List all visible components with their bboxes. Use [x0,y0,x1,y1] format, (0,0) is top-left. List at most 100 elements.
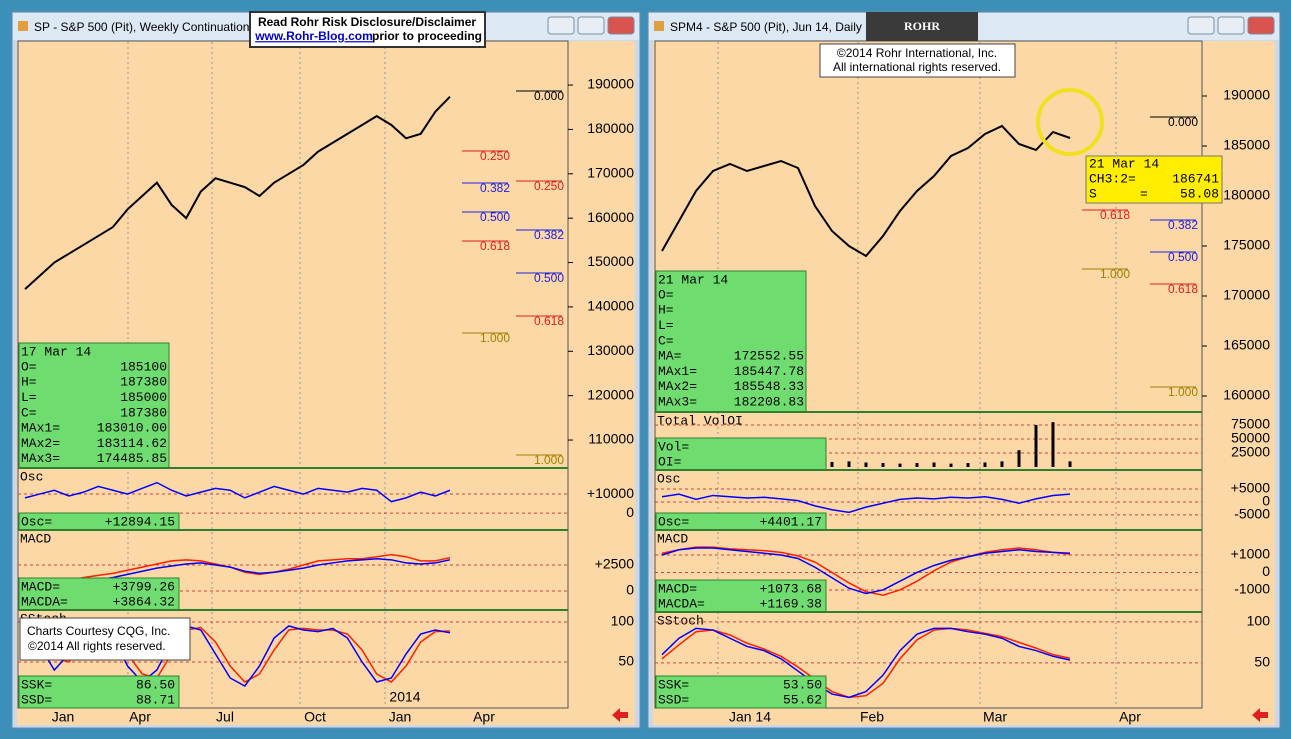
info-field: MAx1= [21,421,60,436]
time-label: Jan [389,709,412,725]
readout-box [18,675,180,709]
window-title: SP - S&P 500 (Pit), Weekly Continuation [34,20,249,34]
highlight-circle [1036,88,1104,156]
disclaimer-link[interactable]: www.Rohr-Blog.com [254,29,373,43]
price-tick-label: 160000 [587,209,634,225]
info-field: MAx3= [21,451,60,466]
fib-label: 0.250 [534,179,564,193]
info-field: MAx2= [658,379,697,394]
readout-field: Osc= [658,514,689,529]
info-field: MAx2= [21,436,60,451]
info-field: C= [21,405,37,420]
volume-bar [881,463,885,467]
cursor-field: 58.08 [1180,186,1219,201]
volume-bar [864,462,868,467]
window-button[interactable] [1187,16,1215,35]
copyright-box [819,43,1016,78]
volume-bar [949,463,953,467]
readout-field: +1169.38 [760,596,822,611]
volume-bar [1051,422,1055,467]
window-button[interactable] [547,16,575,35]
info-field: 187380 [120,375,167,390]
info-field: 185447.78 [734,364,804,379]
fib-label: 0.382 [480,181,510,195]
readout-field: 88.71 [136,692,175,707]
info-field: 183114.62 [97,436,167,451]
info-field: 183010.00 [97,421,167,436]
volume-bar [898,463,902,467]
readout-field: SSD= [21,692,52,707]
volume-bar [932,462,936,467]
fib-label: 0.250 [480,149,510,163]
info-field: 187380 [120,405,167,420]
window-icon [18,21,28,31]
price-tick-label: 130000 [587,342,634,358]
time-label: Apr [473,709,495,725]
pane-tick-label: 0 [1262,563,1270,579]
time-label: Oct [304,709,326,725]
pane-tick-label: +2500 [595,556,635,572]
indicator-line [661,493,1071,514]
year-label: 2014 [389,689,420,705]
pane-tick-label: 75000 [1231,416,1270,432]
price-tick-label: 140000 [587,298,634,314]
fib-label: 0.382 [1168,218,1198,232]
pane-title: SStoch [657,613,704,628]
info-field: L= [21,390,37,405]
fib-label: 0.618 [1100,208,1130,222]
price-tick-label: 175000 [1223,237,1270,253]
pane-tick-label: 0 [1262,493,1270,509]
info-field: 174485.85 [97,451,167,466]
pane-tick-label: 100 [1247,613,1271,629]
cursor-field: = [1140,186,1148,201]
window-button[interactable] [1217,16,1245,35]
fib-label: 1.000 [480,331,510,345]
price-tick-label: 150000 [587,253,634,269]
info-field: H= [21,375,37,390]
fib-label: 0.618 [534,314,564,328]
info-field: 185548.33 [734,379,804,394]
pane-tick-label: -1000 [1234,581,1270,597]
readout-box [655,675,827,709]
pane-title: Total VolOI [657,413,743,428]
volume-bar [847,461,851,467]
pane-tick-label: +1000 [1231,546,1271,562]
indicator-line [661,627,1071,699]
readout-field: SSK= [21,677,52,692]
fib-label: 0.000 [534,89,564,103]
readout-field: Osc= [21,514,52,529]
readout-field: +1073.68 [760,581,822,596]
price-tick-label: 170000 [1223,287,1270,303]
price-tick-label: 190000 [587,76,634,92]
info-field: L= [658,318,674,333]
fib-label: 0.000 [1168,115,1198,129]
price-tick-label: 160000 [1223,387,1270,403]
readout-field: +12894.15 [105,514,175,529]
pane-tick-label: 0 [626,504,634,520]
pane-tick-label: +5000 [1231,480,1271,496]
fib-label: 1.000 [534,453,564,467]
readout-box [655,579,827,613]
indicator-line [661,547,1071,595]
cursor-field: CH3:2= [1089,171,1136,186]
volume-bar [1034,424,1038,467]
info-field: 185100 [120,359,167,374]
info-field: 172552.55 [734,349,804,364]
window-button[interactable] [1247,16,1275,35]
pane-tick-label: -5000 [1234,506,1270,522]
readout-box [655,437,827,471]
pane-tick-label: 0 [626,582,634,598]
fib-label: 0.618 [1168,282,1198,296]
cursor-field: S [1089,186,1097,201]
info-field: O= [21,359,37,374]
price-line [661,124,1071,258]
info-field: MA= [658,349,682,364]
window-button[interactable] [577,16,605,35]
window-button[interactable] [607,16,635,35]
scroll-arrow[interactable] [612,708,628,722]
fib-label: 1.000 [1168,385,1198,399]
info-box [18,342,170,469]
copyright-line: All international rights reserved. [833,60,1001,74]
readout-field: 55.62 [783,692,822,707]
scroll-arrow[interactable] [1252,708,1268,722]
